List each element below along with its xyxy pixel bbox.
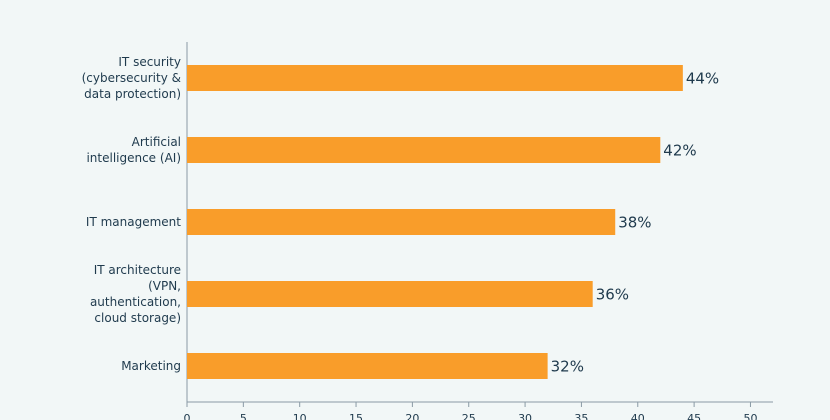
x-tick-label: 25 (462, 412, 476, 420)
category-label: IT architecture (VPN, authentication, cloud… (90, 263, 181, 325)
x-tick-label: 35 (574, 412, 588, 420)
bar (187, 281, 593, 307)
x-tick-label: 45 (687, 412, 701, 420)
x-tick-label: 0 (184, 412, 191, 420)
bar (187, 65, 683, 91)
value-label: 38% (618, 214, 651, 232)
x-tick-label: 20 (405, 412, 419, 420)
value-label: 36% (596, 286, 629, 304)
category-label: IT management (86, 215, 181, 229)
value-label: 44% (686, 70, 719, 88)
bar (187, 137, 661, 163)
x-tick-label: 50 (743, 412, 757, 420)
category-label: IT security (cybersecurity & data protecti… (82, 55, 181, 101)
x-tick-label: 40 (631, 412, 645, 420)
bar (187, 209, 616, 235)
category-label: Marketing (121, 359, 181, 373)
bar (187, 353, 548, 379)
x-tick-label: 30 (518, 412, 532, 420)
value-label: 32% (551, 358, 584, 376)
x-tick-label: 15 (349, 412, 363, 420)
value-label: 42% (663, 142, 696, 160)
x-tick-label: 5 (240, 412, 247, 420)
x-tick-label: 10 (293, 412, 307, 420)
category-label: Artificial intelligence (AI) (86, 135, 181, 165)
